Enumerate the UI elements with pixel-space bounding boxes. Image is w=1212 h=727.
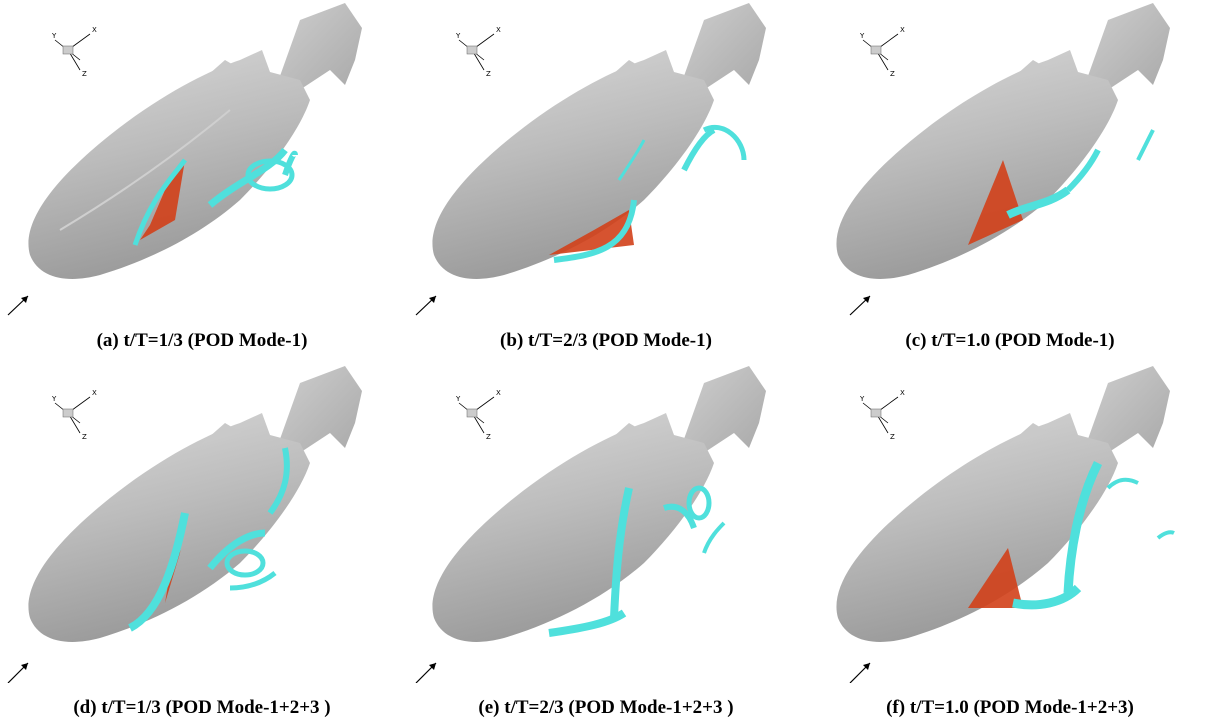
- axis-triad: Y X Z: [455, 26, 501, 78]
- vortex-structures: [549, 124, 747, 263]
- fish-scene: Y X Z: [415, 366, 766, 683]
- axis-label-x: X: [900, 26, 905, 34]
- panel-caption: (d) t/T=1/3 (POD Mode-1+2+3 ): [73, 697, 331, 718]
- axis-triad: Y X Z: [455, 389, 501, 441]
- axis-label-x: X: [496, 26, 501, 34]
- axis-label-y: Y: [51, 395, 57, 403]
- panel-b: Y X Z (b) t/T=2/3 (POD Mode-1): [404, 0, 808, 363]
- axis-label-z: Z: [82, 70, 87, 78]
- vortex-structures: [127, 447, 290, 632]
- fish-scene: Y X Z: [836, 3, 1170, 316]
- fish-scene: Y X Z: [415, 3, 766, 316]
- panel-caption: (c) t/T=1.0 (POD Mode-1): [905, 330, 1115, 351]
- axis-label-y: Y: [455, 395, 461, 403]
- fish-body: [432, 366, 766, 642]
- panel-f: Y X Z (f) t/T=1.0 (POD Mode-1+2+3): [808, 363, 1212, 726]
- flow-arrow: [7, 295, 29, 316]
- fish-body: [28, 366, 362, 642]
- panel-d: Y X Z (d) t/T=1/3 (POD Mode-1+2+3 ): [0, 363, 404, 726]
- axis-label-z: Z: [890, 433, 895, 441]
- vortex-structures: [548, 485, 726, 637]
- flow-arrow: [849, 662, 871, 683]
- flow-arrow: [415, 662, 437, 683]
- flow-arrow: [849, 295, 871, 316]
- axis-label-x: X: [900, 389, 905, 397]
- axis-label-z: Z: [486, 70, 491, 78]
- axis-label-y: Y: [51, 32, 57, 40]
- flow-arrow: [415, 295, 437, 316]
- fish-body: [836, 366, 1170, 642]
- axis-triad: Y X Z: [51, 26, 97, 78]
- axis-triad: Y X Z: [51, 389, 97, 441]
- axis-label-x: X: [92, 389, 97, 397]
- axis-label-y: Y: [859, 32, 865, 40]
- fish-scene: Y X Z: [836, 366, 1175, 683]
- axis-label-y: Y: [455, 32, 461, 40]
- panel-caption: (a) t/T=1/3 (POD Mode-1): [96, 330, 308, 351]
- fish-scene: Y X Z: [7, 366, 362, 683]
- panel-caption: (f) t/T=1.0 (POD Mode-1+2+3): [886, 697, 1134, 718]
- axis-label-z: Z: [486, 433, 491, 441]
- fish-body: [432, 3, 766, 279]
- axis-label-x: X: [496, 389, 501, 397]
- vortex-structures: [132, 147, 298, 246]
- axis-label-x: X: [92, 26, 97, 34]
- panel-e: Y X Z (e) t/T=2/3 (POD Mode-1+2+3 ): [404, 363, 808, 726]
- vortex-structures: [968, 460, 1175, 610]
- axis-triad: Y X Z: [859, 26, 905, 78]
- fish-body: [28, 3, 362, 279]
- panel-c: Y X Z (c) t/T=1.0 (POD Mode-1): [808, 0, 1212, 363]
- vortex-structures: [968, 129, 1155, 245]
- fish-body: [836, 3, 1170, 279]
- axis-label-z: Z: [890, 70, 895, 78]
- panel-caption: (b) t/T=2/3 (POD Mode-1): [500, 330, 712, 351]
- axis-label-z: Z: [82, 433, 87, 441]
- axis-label-y: Y: [859, 395, 865, 403]
- panel-a: Y X Z (a) t/T=1/3 (POD Mode-1): [0, 0, 404, 363]
- fish-scene: Y X Z: [7, 3, 362, 316]
- axis-triad: Y X Z: [859, 389, 905, 441]
- flow-arrow: [7, 662, 29, 683]
- panel-caption: (e) t/T=2/3 (POD Mode-1+2+3 ): [478, 697, 734, 718]
